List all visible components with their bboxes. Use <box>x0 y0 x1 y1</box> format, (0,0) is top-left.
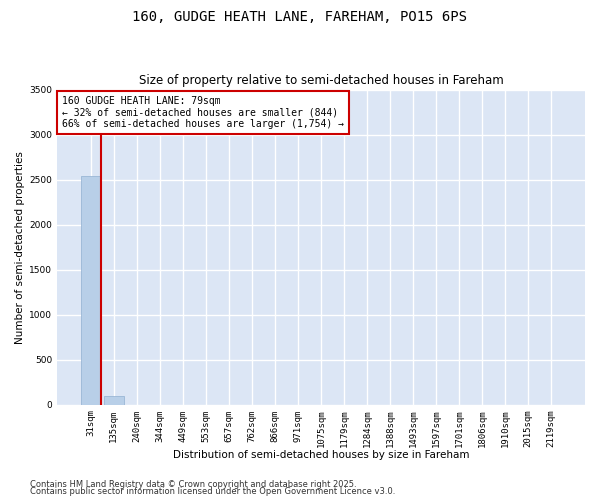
Text: Contains public sector information licensed under the Open Government Licence v3: Contains public sector information licen… <box>30 487 395 496</box>
Bar <box>104 396 124 404</box>
Bar <box>81 176 101 404</box>
Text: 160 GUDGE HEATH LANE: 79sqm
← 32% of semi-detached houses are smaller (844)
66% : 160 GUDGE HEATH LANE: 79sqm ← 32% of sem… <box>62 96 344 129</box>
Title: Size of property relative to semi-detached houses in Fareham: Size of property relative to semi-detach… <box>139 74 503 87</box>
X-axis label: Distribution of semi-detached houses by size in Fareham: Distribution of semi-detached houses by … <box>173 450 469 460</box>
Text: 160, GUDGE HEATH LANE, FAREHAM, PO15 6PS: 160, GUDGE HEATH LANE, FAREHAM, PO15 6PS <box>133 10 467 24</box>
Y-axis label: Number of semi-detached properties: Number of semi-detached properties <box>15 150 25 344</box>
Text: Contains HM Land Registry data © Crown copyright and database right 2025.: Contains HM Land Registry data © Crown c… <box>30 480 356 489</box>
